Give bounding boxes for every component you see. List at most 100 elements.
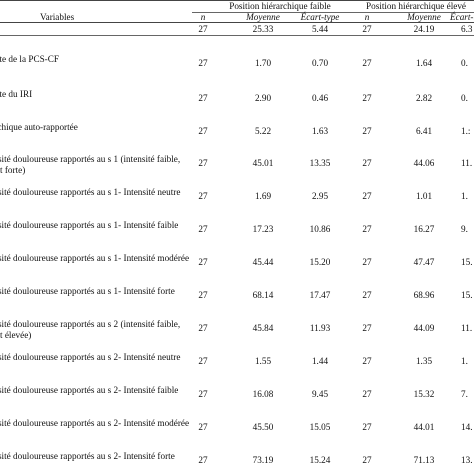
mean-low: 17.23: [252, 224, 274, 234]
n-high: 27: [362, 323, 372, 333]
column-mean-high: Moyenne: [407, 12, 441, 22]
group-underline-rule: [192, 12, 474, 13]
group-high-header: Position hiérarchique élevé: [366, 1, 467, 11]
mean-low: 1.69: [254, 191, 272, 201]
mean-high: 6.41: [415, 126, 433, 136]
n-high: 27: [362, 422, 372, 432]
mean-low: 1.55: [254, 356, 272, 366]
sd-low: 5.44: [311, 24, 329, 34]
n-high: 27: [362, 356, 372, 366]
sd-high: 9.: [461, 224, 468, 234]
mean-low: 1.70: [254, 58, 272, 68]
n-high: 27: [362, 24, 372, 34]
n-high: 27: [362, 158, 372, 168]
sd-low: 15.05: [309, 422, 331, 432]
table-row: es d’intensité douloureuse rapportés au …: [0, 319, 474, 343]
mean-low: 25.33: [252, 24, 274, 34]
sd-high: 0.: [461, 58, 468, 68]
mean-low: 45.50: [252, 422, 274, 432]
sd-low: 15.20: [309, 257, 331, 267]
sd-high: 7.: [461, 389, 468, 399]
mean-low: 5.22: [254, 126, 272, 136]
variables-header: Variables: [40, 12, 75, 22]
table-row: es d’intensité douloureuse rapportés au …: [0, 154, 474, 178]
mean-low: 68.14: [252, 290, 274, 300]
n-high: 27: [362, 455, 372, 465]
sd-low: 10.86: [309, 224, 331, 234]
mean-low: 45.84: [252, 323, 274, 333]
sd-high: 1.: [461, 356, 468, 366]
variable-label: es d’intensité douloureuse rapportés au …: [0, 253, 190, 263]
variable-label: es d’intensité douloureuse rapportés au …: [0, 352, 181, 362]
n-low: 27: [198, 93, 208, 103]
variable-label: es d’intensité douloureuse rapportés au …: [0, 319, 181, 340]
table-row: es d’intensité douloureuse rapportés au …: [0, 451, 474, 474]
table-row: es d’intensité douloureuse rapportés au …: [0, 385, 474, 409]
variable-label: es d’intensité douloureuse rapportés au …: [0, 187, 181, 197]
sd-high: 15.: [461, 257, 473, 267]
table-row: es d’intensité douloureuse rapportés au …: [0, 352, 474, 376]
sd-high: 15.: [461, 290, 473, 300]
header-bottom-rule: [0, 22, 474, 23]
sd-high: 11.: [461, 158, 473, 168]
variable-label: es d’intensité douloureuse rapportés au …: [0, 286, 175, 296]
sd-low: 0.70: [311, 58, 329, 68]
n-high: 27: [362, 93, 372, 103]
variable-label: es d’intensité douloureuse rapportés au …: [0, 154, 181, 175]
mean-high: 44.01: [413, 422, 435, 432]
n-low: 27: [198, 158, 208, 168]
n-low: 27: [198, 323, 208, 333]
sd-low: 11.93: [309, 323, 331, 333]
table-row: e composite de la PCS-CF 27 1.70 0.70 27…: [0, 54, 474, 68]
sd-high: 1.: [461, 191, 468, 201]
table-row: 27 25.33 5.44 27 24.19 6.3: [0, 24, 474, 38]
variable-label: es d’intensité douloureuse rapportés au …: [0, 451, 175, 461]
mean-low: 45.01: [252, 158, 274, 168]
n-low: 27: [198, 257, 208, 267]
n-low: 27: [198, 126, 208, 136]
n-high: 27: [362, 290, 372, 300]
mean-low: 2.90: [254, 93, 272, 103]
mean-low: 73.19: [252, 455, 274, 465]
sd-low: 13.35: [309, 158, 331, 168]
mean-high: 44.09: [413, 323, 435, 333]
variable-label: es d’intensité douloureuse rapportés au …: [0, 220, 179, 230]
variable-label: es d’intensité douloureuse rapportés au …: [0, 418, 190, 428]
sd-low: 0.46: [311, 93, 329, 103]
n-high: 27: [362, 58, 372, 68]
mean-high: 1.35: [415, 356, 433, 366]
table-row: e composite du IRI 27 2.90 0.46 27 2.82 …: [0, 89, 474, 103]
column-mean-low: Moyenne: [246, 12, 280, 22]
table-row: es d’intensité douloureuse rapportés au …: [0, 253, 474, 277]
table-row: ion hiérarchique auto-rapportée 27 5.22 …: [0, 122, 474, 136]
row-rule: [0, 35, 474, 36]
mean-low: 16.08: [252, 389, 274, 399]
n-low: 27: [198, 455, 208, 465]
group-low-header: Position hiérarchique faible: [229, 1, 331, 11]
table-row: es d’intensité douloureuse rapportés au …: [0, 220, 474, 244]
variable-label: e composite du IRI: [0, 89, 33, 99]
n-low: 27: [198, 191, 208, 201]
table-row: es d’intensité douloureuse rapportés au …: [0, 187, 474, 211]
column-sd-low: Écart-type: [300, 12, 340, 22]
n-low: 27: [198, 58, 208, 68]
n-high: 27: [362, 257, 372, 267]
mean-high: 15.32: [413, 389, 435, 399]
n-high: 27: [362, 224, 372, 234]
sd-low: 9.45: [311, 389, 329, 399]
mean-high: 1.01: [415, 191, 433, 201]
n-low: 27: [198, 24, 208, 34]
sd-high: 1.:: [461, 126, 471, 136]
variable-label: e composite de la PCS-CF: [0, 54, 59, 64]
sd-low: 2.95: [311, 191, 329, 201]
sd-high: 14.: [461, 422, 473, 432]
n-low: 27: [198, 224, 208, 234]
n-low: 27: [198, 356, 208, 366]
sd-low: 1.44: [311, 356, 329, 366]
table-row: es d’intensité douloureuse rapportés au …: [0, 418, 474, 442]
n-high: 27: [362, 389, 372, 399]
n-high: 27: [362, 126, 372, 136]
mean-high: 71.13: [413, 455, 435, 465]
mean-high: 2.82: [415, 93, 433, 103]
